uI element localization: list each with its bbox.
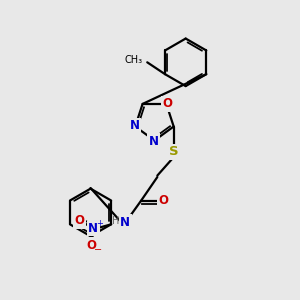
- Text: S: S: [169, 145, 178, 158]
- Text: O: O: [86, 238, 96, 252]
- Text: N: N: [88, 222, 98, 235]
- Text: N: N: [149, 135, 159, 148]
- Text: −: −: [94, 244, 102, 255]
- Text: H: H: [112, 216, 119, 226]
- Text: CH₃: CH₃: [125, 55, 143, 65]
- Text: O: O: [163, 98, 173, 110]
- Text: +: +: [96, 219, 103, 228]
- Text: O: O: [74, 214, 84, 227]
- Text: N: N: [130, 119, 140, 132]
- Text: O: O: [159, 194, 169, 207]
- Text: N: N: [120, 216, 130, 229]
